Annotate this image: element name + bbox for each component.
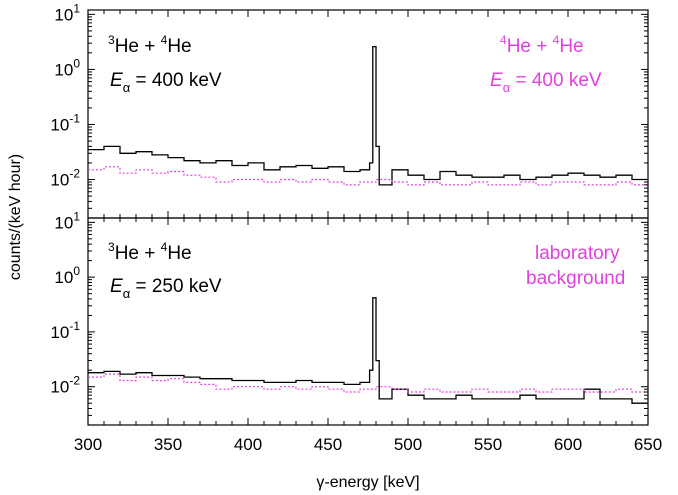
panel1-y-tick-label: 101 — [54, 1, 80, 24]
panel2-y-tick-label: 100 — [54, 264, 80, 287]
top-left-reaction: 3He + 4He — [108, 33, 192, 57]
x-tick-label: 300 — [74, 435, 102, 454]
panel2-y-tick-label: 10-2 — [50, 374, 80, 397]
panel2-background-series — [88, 373, 648, 393]
x-axis-label: γ-energy [keV] — [316, 474, 419, 491]
panel1-spectrum-series — [88, 45, 648, 186]
panel1-y-tick-label: 100 — [54, 56, 80, 79]
x-tick-label: 650 — [634, 435, 662, 454]
y-axis-label: counts/(keV hour) — [7, 154, 24, 280]
bottom-left-reaction: 3He + 4He — [108, 240, 192, 264]
top-left-energy: Eα = 400 keV — [110, 70, 222, 95]
panel1-y-tick-label: 10-2 — [50, 167, 80, 190]
panel1-y-tick-label: 10-1 — [50, 111, 80, 134]
x-tick-label: 600 — [554, 435, 582, 454]
bottom-right-label-2: background — [526, 268, 625, 289]
x-tick-label: 350 — [154, 435, 182, 454]
top-right-energy: Eα = 400 keV — [490, 70, 602, 95]
x-tick-label: 550 — [474, 435, 502, 454]
x-tick-label: 450 — [314, 435, 342, 454]
bottom-right-label-1: laboratory — [535, 243, 620, 264]
panel2-y-tick-label: 10-1 — [50, 319, 80, 342]
top-right-reaction: 4He + 4He — [500, 33, 584, 57]
bottom-panel-frame — [87, 217, 649, 426]
x-tick-label: 500 — [394, 435, 422, 454]
panel2-y-tick-label: 101 — [54, 209, 80, 232]
bottom-left-energy: Eα = 250 keV — [110, 276, 222, 301]
x-tick-label: 400 — [234, 435, 262, 454]
panel1-background-series — [88, 166, 648, 186]
panel2-spectrum-series — [88, 297, 648, 404]
